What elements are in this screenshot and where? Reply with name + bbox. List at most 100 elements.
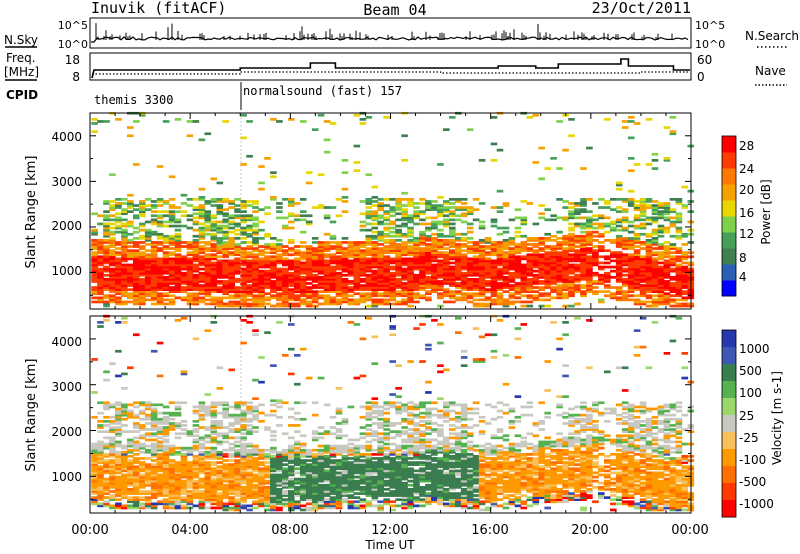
power-cell [258, 165, 265, 168]
power-cell [407, 228, 414, 232]
power-cell [127, 294, 134, 298]
power-cell [294, 257, 301, 261]
power-cell [311, 247, 319, 250]
power-cell [139, 257, 146, 261]
velocity-cell [186, 467, 194, 471]
velocity-cell [103, 401, 110, 405]
power-cell [210, 288, 218, 291]
power-cell [580, 284, 587, 287]
velocity-cell [156, 341, 164, 345]
power-cell [443, 208, 450, 211]
power-cell [240, 214, 247, 218]
power-cell [240, 136, 247, 140]
velocity-cell [109, 481, 116, 485]
power-cell [502, 284, 510, 287]
power-cell [395, 265, 402, 269]
power-cell [449, 284, 456, 287]
power-cell [586, 220, 593, 224]
power-cell [371, 259, 379, 263]
velocity-cell [121, 457, 128, 460]
power-cell [252, 282, 259, 285]
power-cell [383, 276, 390, 279]
power-cell [127, 204, 134, 207]
velocity-cell [246, 457, 253, 460]
power-cell [407, 296, 414, 300]
velocity-cell [144, 417, 152, 421]
power-cell [210, 302, 218, 306]
power-cell [484, 273, 492, 277]
power-cell [252, 273, 259, 277]
power-cell [252, 304, 259, 308]
power-cell [139, 261, 146, 265]
power-cell [144, 243, 152, 246]
power-cell [431, 263, 438, 267]
velocity-cell [252, 450, 259, 454]
power-cell [574, 224, 581, 228]
power-cell [282, 304, 289, 308]
power-cell [645, 163, 653, 166]
power-cell [162, 257, 170, 261]
velocity-cell [264, 457, 271, 460]
power-cell [437, 239, 444, 242]
velocity-cell [192, 465, 200, 469]
power-cell [419, 269, 426, 273]
power-cell [377, 247, 384, 250]
power-cell [97, 251, 104, 254]
power-cell [216, 212, 224, 216]
power-cell [580, 241, 587, 244]
power-cbar-tick-20: 20 [739, 183, 754, 197]
power-cell [443, 239, 450, 242]
power-cell [520, 284, 528, 287]
power-cell [341, 284, 349, 287]
velocity-cell [139, 504, 146, 508]
power-cell [520, 265, 528, 269]
power-cell [669, 276, 677, 279]
power-cell [401, 259, 408, 263]
velocity-cell [91, 442, 98, 446]
power-cell [240, 269, 247, 273]
power-cell [282, 296, 289, 300]
velocity-cell [276, 479, 283, 483]
power-cell [532, 263, 540, 267]
power-cell [91, 286, 98, 289]
power-cell [615, 263, 623, 267]
velocity-cell [97, 440, 104, 444]
power-cell [97, 280, 104, 283]
velocity-cell [168, 453, 176, 456]
velocity-cell [252, 333, 259, 337]
power-cell [514, 296, 522, 300]
velocity-cell [276, 500, 283, 504]
power-cell [97, 284, 104, 287]
velocity-cell [156, 479, 164, 483]
velocity-cell [270, 475, 277, 479]
power-cell [103, 230, 110, 234]
power-cell [484, 288, 492, 291]
power-cell [496, 189, 504, 193]
power-cell [407, 288, 414, 291]
velocity-cell [150, 409, 158, 413]
power-cell [276, 120, 283, 123]
power-cell [341, 298, 349, 302]
velocity-cell [115, 403, 122, 407]
power-cell [419, 278, 426, 281]
velocity-cell [240, 461, 247, 464]
power-cell [192, 284, 200, 287]
power-cell [449, 267, 456, 271]
power-cell [544, 273, 551, 277]
power-cell [150, 298, 158, 302]
power-cell [484, 265, 492, 269]
power-cell [97, 255, 104, 259]
power-cell [204, 214, 212, 218]
power-cell [341, 300, 349, 304]
power-cell [490, 241, 498, 244]
power-cell [365, 282, 373, 285]
power-cell [115, 261, 122, 265]
power-cell [633, 206, 641, 209]
power-cell [460, 257, 468, 261]
power-cell [305, 253, 313, 257]
power-cell [91, 261, 98, 265]
power-cell [508, 255, 516, 259]
power-cell [228, 226, 235, 230]
velocity-cell [97, 477, 104, 481]
power-cell [395, 204, 402, 207]
